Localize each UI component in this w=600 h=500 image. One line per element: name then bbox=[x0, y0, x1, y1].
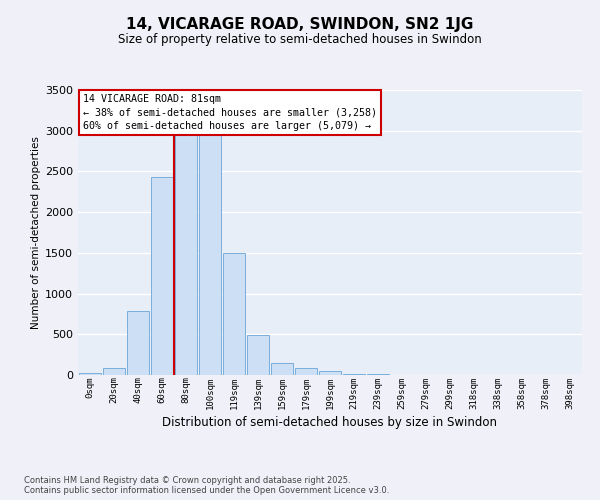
Bar bbox=[199, 110, 221, 375]
Bar bbox=[151, 177, 173, 375]
Bar bbox=[343, 374, 365, 375]
Bar bbox=[295, 368, 317, 375]
Bar bbox=[247, 335, 269, 375]
Text: Size of property relative to semi-detached houses in Swindon: Size of property relative to semi-detach… bbox=[118, 32, 482, 46]
Bar bbox=[175, 108, 197, 375]
Bar bbox=[223, 253, 245, 375]
Y-axis label: Number of semi-detached properties: Number of semi-detached properties bbox=[31, 136, 41, 329]
Text: Contains HM Land Registry data © Crown copyright and database right 2025.
Contai: Contains HM Land Registry data © Crown c… bbox=[24, 476, 389, 495]
Bar bbox=[271, 363, 293, 375]
Bar bbox=[79, 374, 101, 375]
Bar bbox=[103, 368, 125, 375]
Text: 14, VICARAGE ROAD, SWINDON, SN2 1JG: 14, VICARAGE ROAD, SWINDON, SN2 1JG bbox=[127, 18, 473, 32]
X-axis label: Distribution of semi-detached houses by size in Swindon: Distribution of semi-detached houses by … bbox=[163, 416, 497, 428]
Bar bbox=[319, 372, 341, 375]
Bar bbox=[127, 312, 149, 375]
Text: 14 VICARAGE ROAD: 81sqm
← 38% of semi-detached houses are smaller (3,258)
60% of: 14 VICARAGE ROAD: 81sqm ← 38% of semi-de… bbox=[83, 94, 377, 130]
Bar bbox=[367, 374, 389, 375]
